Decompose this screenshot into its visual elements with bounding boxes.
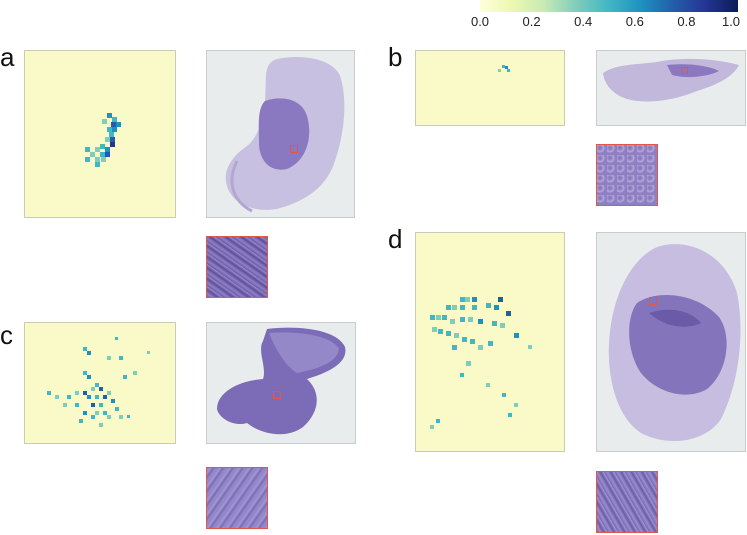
heatmap-b (415, 50, 565, 126)
heatmap-d-cells (430, 297, 532, 429)
tissue-b (603, 58, 739, 102)
patch-marker-d (649, 297, 657, 305)
zoom-patch-b (596, 144, 658, 206)
heatmap-c-cells (47, 337, 150, 427)
patch-marker-a (290, 145, 298, 153)
slide-a (206, 50, 355, 218)
tissue-d (608, 244, 741, 442)
colorbar-tick: 0.2 (522, 14, 541, 29)
colorbar-tick: 0.0 (470, 14, 490, 29)
panel-label-a: a (0, 42, 15, 72)
heatmap-a (24, 50, 176, 218)
slide-d (596, 232, 746, 452)
panel-label-b: b (388, 42, 403, 72)
colorbar-tick: 0.4 (574, 14, 593, 29)
slide-b (596, 50, 746, 126)
patch-marker-c (273, 391, 281, 399)
heatmap-d (415, 232, 565, 452)
tissue-c (217, 327, 346, 435)
heatmap-a-cells (85, 113, 121, 167)
heatmap-b-cells (498, 65, 510, 72)
zoom-patch-a (206, 236, 268, 298)
heatmap-c (24, 322, 176, 444)
colorbar: 0.0 0.2 0.4 0.6 0.8 1.0 (471, 0, 741, 30)
colorbar-tick: 0.8 (677, 14, 696, 29)
colorbar-gradient (480, 0, 738, 12)
panel-label-d: d (388, 224, 403, 254)
zoom-patch-d (596, 471, 658, 533)
panel-label-c: c (0, 320, 13, 350)
tissue-a (225, 57, 345, 213)
patch-marker-b (681, 67, 688, 74)
colorbar-tick: 1.0 (721, 14, 741, 29)
zoom-patch-c (206, 467, 268, 529)
slide-c (206, 322, 356, 444)
colorbar-tick: 0.6 (625, 14, 644, 29)
